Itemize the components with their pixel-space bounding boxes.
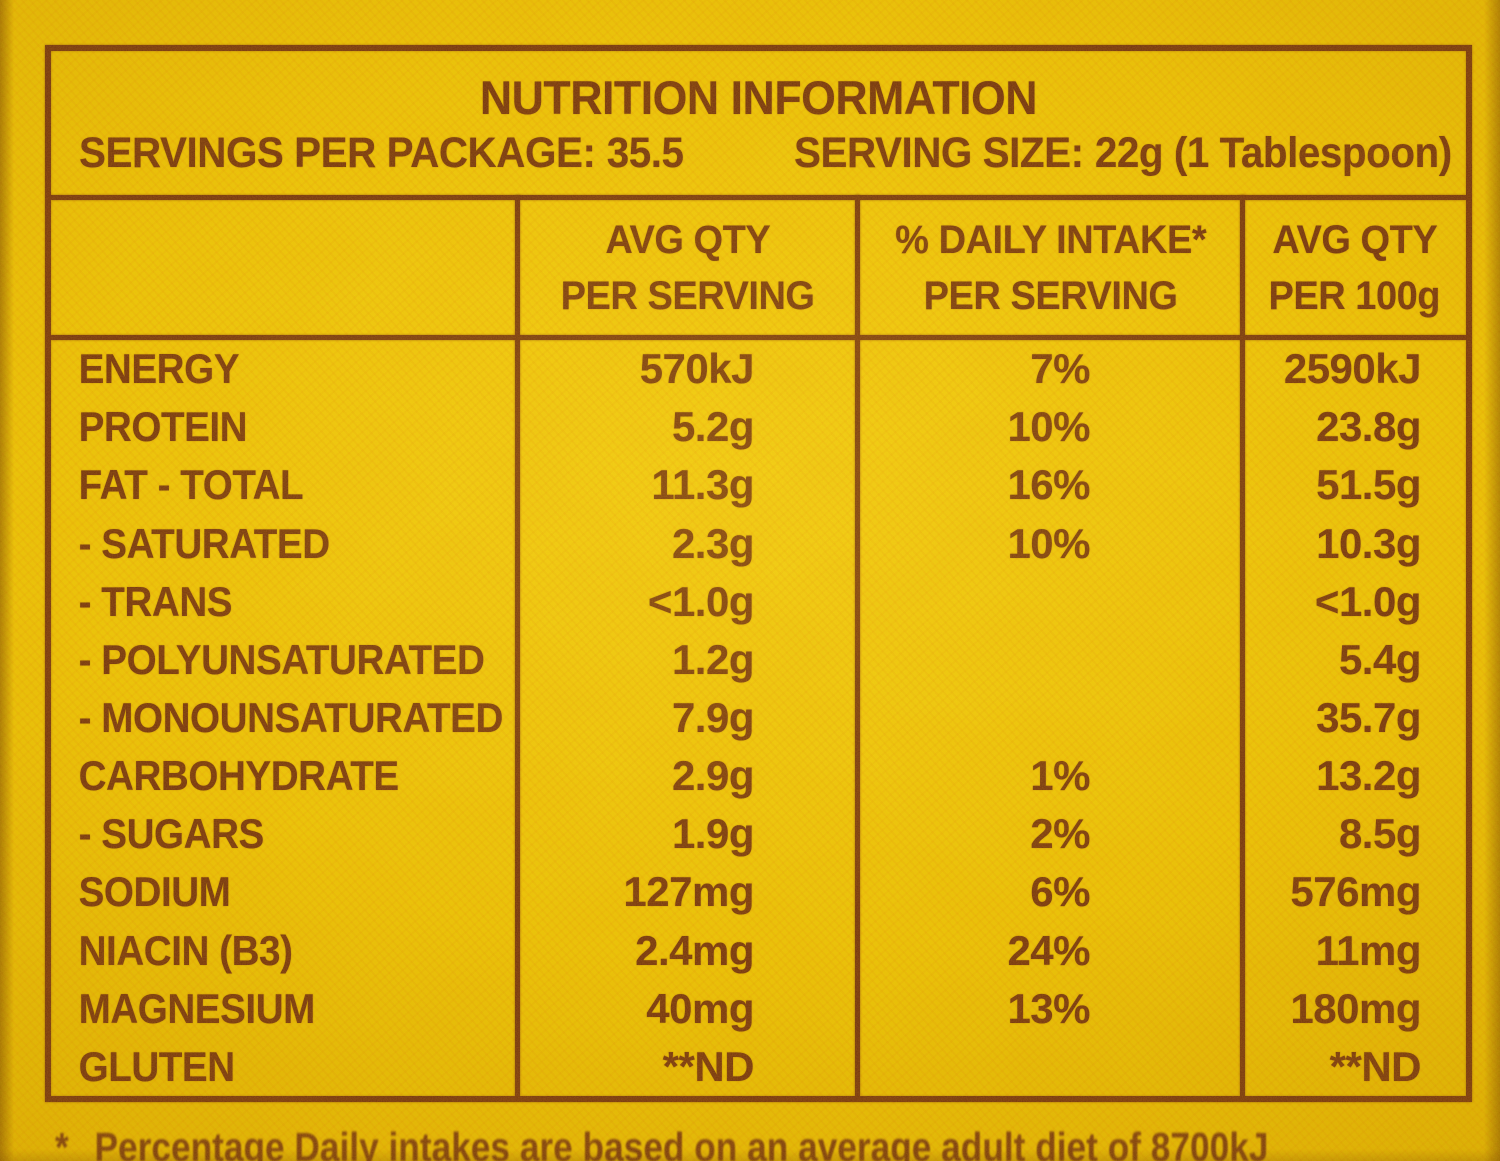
column-divider-3 xyxy=(1240,195,1245,1096)
nutrient-name: - SATURATED xyxy=(78,519,331,567)
table-row: SODIUM 127mg 6% 576mg xyxy=(51,863,1466,921)
daily-intake-value: 24% xyxy=(1007,926,1090,974)
table-row: GLUTEN **ND **ND xyxy=(51,1038,1466,1096)
table-row: PROTEIN 5.2g 10% 23.8g xyxy=(51,398,1466,456)
column-header-nutrient-empty xyxy=(51,200,518,335)
avg-qty-per-serving-value: 1.2g xyxy=(671,635,755,683)
nutrient-name: FAT - TOTAL xyxy=(78,461,304,509)
column-header-line: PER SERVING xyxy=(923,273,1178,318)
daily-intake-value: 10% xyxy=(1007,519,1090,567)
column-divider-1 xyxy=(515,195,520,1096)
daily-intake-value: 6% xyxy=(1030,868,1090,916)
avg-qty-per-serving-value: 7.9g xyxy=(671,693,755,741)
avg-qty-per-serving-value: 11.3g xyxy=(651,461,754,509)
avg-qty-per-100g-value: 35.7g xyxy=(1316,693,1421,741)
column-header-avg-qty-per-100g: AVG QTY PER 100g xyxy=(1243,200,1466,335)
table-row: ENERGY 570kJ 7% 2590kJ xyxy=(51,340,1466,398)
table-row: MAGNESIUM 40mg 13% 180mg xyxy=(51,980,1466,1038)
serving-size-label: SERVING SIZE: xyxy=(794,129,1084,177)
avg-qty-per-100g-value: 180mg xyxy=(1290,984,1421,1032)
daily-intake-value: 10% xyxy=(1007,403,1090,451)
avg-qty-per-serving-value: 5.2g xyxy=(671,403,755,451)
daily-intake-value: 13% xyxy=(1007,984,1090,1032)
avg-qty-per-serving-value: 127mg xyxy=(623,868,754,916)
table-row: - TRANS <1.0g <1.0g xyxy=(51,573,1466,631)
column-header-line: AVG QTY xyxy=(1272,217,1437,262)
panel-header: NUTRITION INFORMATION SERVINGS PER PACKA… xyxy=(51,51,1466,195)
nutrient-name: ENERGY xyxy=(78,345,240,393)
avg-qty-per-100g-value: 13.2g xyxy=(1316,752,1421,800)
servings-row: SERVINGS PER PACKAGE: 35.5 SERVING SIZE: 2… xyxy=(51,129,1466,177)
avg-qty-per-100g-value: 5.4g xyxy=(1338,635,1422,683)
table-row: - MONOUNSATURATED 7.9g 35.7g xyxy=(51,689,1466,747)
avg-qty-per-100g-value: 10.3g xyxy=(1316,519,1421,567)
avg-qty-per-100g-value: 51.5g xyxy=(1316,461,1421,509)
servings-per-package-label: SERVINGS PER PACKAGE: xyxy=(79,129,596,177)
nutrient-name: PROTEIN xyxy=(78,403,248,451)
column-header-daily-intake: % DAILY INTAKE* PER SERVING xyxy=(858,200,1243,335)
avg-qty-per-serving-value: 2.9g xyxy=(671,752,755,800)
nutrition-information-panel: NUTRITION INFORMATION SERVINGS PER PACKA… xyxy=(45,45,1472,1102)
nutrition-table-body: ENERGY 570kJ 7% 2590kJ PROTEIN 5.2g 10% … xyxy=(51,340,1466,1096)
footnote-text: Percentage Daily intakes are based on an… xyxy=(94,1124,1269,1161)
servings-per-package-value: 35.5 xyxy=(606,129,684,177)
daily-intake-value: 2% xyxy=(1030,810,1090,858)
nutrient-name: - SUGARS xyxy=(78,810,265,858)
avg-qty-per-serving-value: 2.4mg xyxy=(635,926,754,974)
avg-qty-per-100g-value: 11mg xyxy=(1315,926,1422,974)
avg-qty-per-serving-value: 2.3g xyxy=(671,519,755,567)
column-header-line: % DAILY INTAKE* xyxy=(894,217,1207,262)
avg-qty-per-serving-value: 1.9g xyxy=(671,810,755,858)
table-row: - SUGARS 1.9g 2% 8.5g xyxy=(51,805,1466,863)
daily-intake-value: 16% xyxy=(1007,461,1090,509)
footnote-asterisk: * xyxy=(55,1124,69,1161)
table-row: - SATURATED 2.3g 10% 10.3g xyxy=(51,514,1466,572)
column-divider-2 xyxy=(855,195,860,1096)
nutrient-name: - TRANS xyxy=(78,577,233,625)
table-row: CARBOHYDRATE 2.9g 1% 13.2g xyxy=(51,747,1466,805)
nutrient-name: - MONOUNSATURATED xyxy=(78,693,504,741)
serving-size-value: 22g (1 Tablespoon) xyxy=(1095,129,1452,177)
table-row: - POLYUNSATURATED 1.2g 5.4g xyxy=(51,631,1466,689)
panel-title: NUTRITION INFORMATION xyxy=(479,71,1038,124)
daily-intake-value: 7% xyxy=(1030,345,1090,393)
avg-qty-per-serving-value: 40mg xyxy=(646,984,754,1032)
avg-qty-per-100g-value: 2590kJ xyxy=(1283,345,1422,393)
avg-qty-per-serving-value: <1.0g xyxy=(647,577,755,625)
column-header-row: AVG QTY PER SERVING % DAILY INTAKE* PER … xyxy=(51,200,1466,335)
nutrient-name: NIACIN (B3) xyxy=(78,926,293,974)
servings-per-package: SERVINGS PER PACKAGE: 35.5 xyxy=(79,129,684,177)
nutrient-name: MAGNESIUM xyxy=(78,984,316,1032)
nutrient-name: - POLYUNSATURATED xyxy=(78,635,485,683)
avg-qty-per-100g-value: 576mg xyxy=(1290,868,1421,916)
avg-qty-per-100g-value: 8.5g xyxy=(1338,810,1422,858)
nutrient-name: GLUTEN xyxy=(78,1042,236,1090)
column-header-line: AVG QTY xyxy=(605,217,771,262)
column-header-line: PER SERVING xyxy=(561,273,815,318)
nutrient-name: CARBOHYDRATE xyxy=(78,752,400,800)
nutrient-name: SODIUM xyxy=(78,868,231,916)
footnote: * Percentage Daily intakes are based on a… xyxy=(55,1122,1268,1161)
column-header-avg-qty-per-serving: AVG QTY PER SERVING xyxy=(518,200,858,335)
avg-qty-per-100g-value: **ND xyxy=(1329,1042,1422,1090)
daily-intake-value: 1% xyxy=(1030,752,1090,800)
column-header-line: PER 100g xyxy=(1268,273,1441,318)
table-row: FAT - TOTAL 11.3g 16% 51.5g xyxy=(51,456,1466,514)
table-row: NIACIN (B3) 2.4mg 24% 11mg xyxy=(51,922,1466,980)
serving-size: SERVING SIZE: 22g (1 Tablespoon) xyxy=(794,129,1452,177)
avg-qty-per-serving-value: 570kJ xyxy=(639,345,755,393)
avg-qty-per-100g-value: 23.8g xyxy=(1316,403,1421,451)
avg-qty-per-100g-value: <1.0g xyxy=(1314,577,1422,625)
avg-qty-per-serving-value: **ND xyxy=(662,1042,755,1090)
